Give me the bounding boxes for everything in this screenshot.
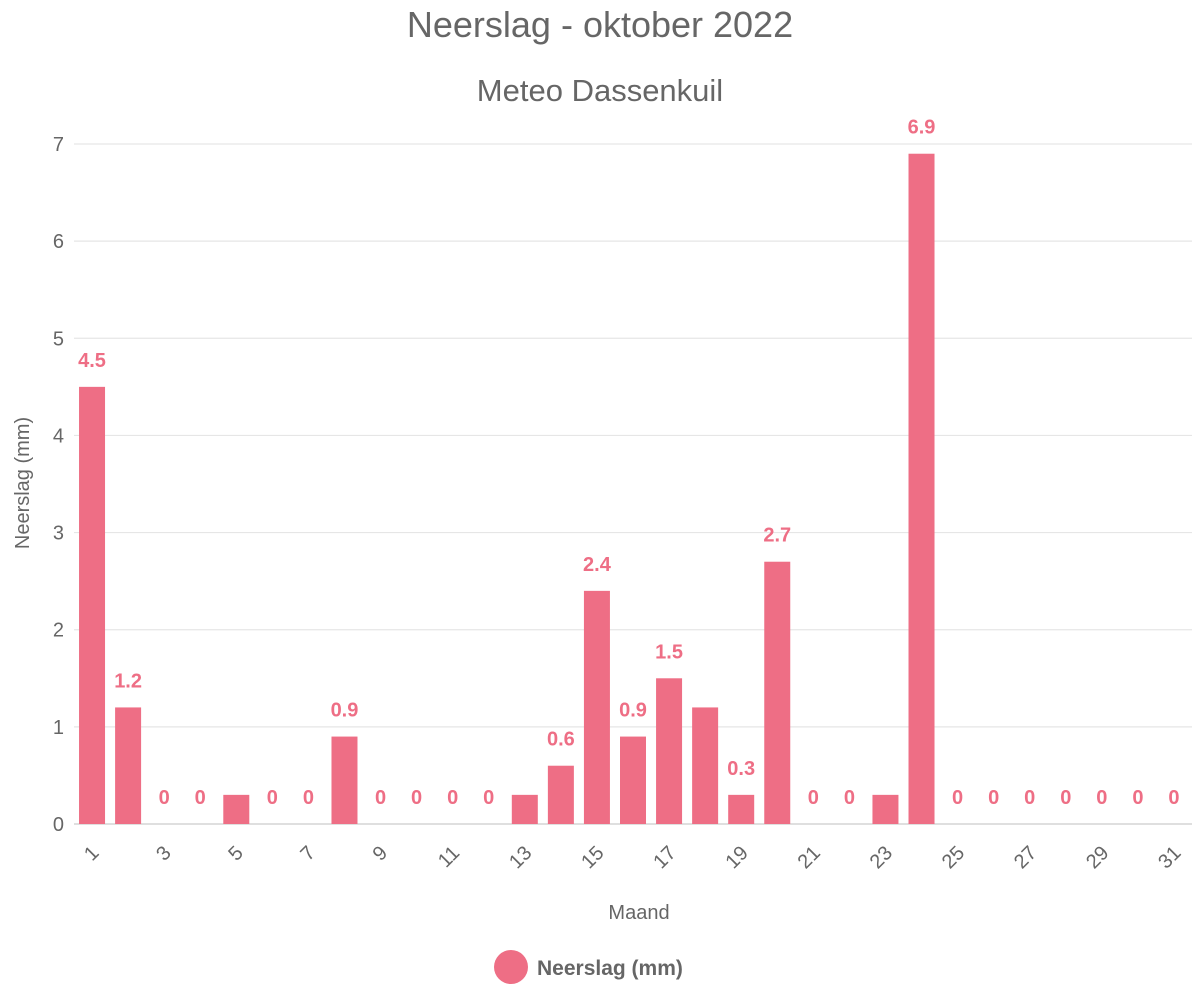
bars	[79, 153, 935, 824]
x-tick-label: 3	[152, 842, 175, 865]
data-label: 0	[1060, 787, 1071, 809]
bar[interactable]	[656, 678, 683, 824]
y-tick-label: 3	[53, 523, 64, 545]
x-tick-label: 9	[369, 842, 392, 865]
x-tick-label: 21	[794, 842, 825, 873]
x-tick-label: 5	[224, 842, 247, 865]
data-label: 0	[375, 787, 386, 809]
x-tick-label: 27	[1010, 842, 1041, 873]
bar[interactable]	[908, 153, 935, 824]
data-label: 0	[483, 787, 494, 809]
data-label: 0.3	[727, 758, 755, 780]
legend-label[interactable]: Neerslag (mm)	[537, 957, 683, 980]
bar[interactable]	[728, 794, 755, 824]
data-label: 0	[988, 787, 999, 809]
data-label: 0	[1096, 787, 1107, 809]
data-label: 0	[303, 787, 314, 809]
data-labels: 4.5 1.2 0 0 0 0 0.9 0 0 0 0 0.6 2.4 0.9 1.5 0.3 2.7 0 0 6.9…	[78, 117, 1179, 809]
data-label: 0	[267, 787, 278, 809]
data-label: 2.7	[763, 525, 791, 547]
x-tick-label: 25	[938, 842, 969, 873]
bar[interactable]	[511, 794, 538, 824]
x-tick-label: 1	[80, 842, 103, 865]
x-tick-label: 23	[866, 842, 897, 873]
x-tick-label: 11	[434, 842, 464, 872]
y-tick-label: 7	[53, 134, 64, 156]
data-label: 0.6	[547, 729, 575, 751]
y-axis: 0 1 2 3 4 5 6 7	[53, 134, 64, 836]
data-label: 0	[952, 787, 963, 809]
data-label: 1.2	[114, 670, 142, 692]
x-tick-label: 31	[1154, 842, 1185, 873]
bar[interactable]	[547, 765, 574, 824]
data-label: 0	[1168, 787, 1179, 809]
data-label: 0	[1132, 787, 1143, 809]
data-label: 0	[159, 787, 170, 809]
x-axis: 1 3 5 7 9 11 13 15 17 19 21 23 25 27 29 31	[80, 842, 1185, 873]
x-tick-label: 15	[577, 842, 608, 873]
data-label: 0	[411, 787, 422, 809]
bar[interactable]	[620, 736, 646, 824]
bar[interactable]	[79, 386, 106, 824]
x-tick-label: 17	[649, 842, 680, 873]
x-tick-label: 7	[297, 842, 320, 865]
y-tick-label: 0	[53, 814, 64, 836]
data-label: 4.5	[78, 350, 106, 372]
data-label: 1.5	[655, 641, 683, 663]
x-tick-label: 13	[505, 842, 536, 873]
bar[interactable]	[223, 794, 250, 824]
legend-marker	[494, 950, 528, 984]
x-axis-label: Maand	[608, 902, 669, 924]
bar[interactable]	[764, 561, 791, 824]
y-axis-label: Neerslag (mm)	[12, 417, 34, 549]
bar[interactable]	[872, 794, 899, 824]
bar[interactable]	[331, 736, 358, 824]
y-tick-label: 6	[53, 231, 64, 253]
bar[interactable]	[583, 590, 610, 824]
x-tick-label: 19	[721, 842, 752, 873]
y-tick-label: 2	[53, 620, 64, 642]
legend[interactable]: Neerslag (mm)	[494, 950, 683, 984]
y-tick-label: 5	[53, 328, 64, 350]
data-label: 0	[844, 787, 855, 809]
y-tick-label: 4	[53, 425, 64, 447]
bar[interactable]	[692, 707, 719, 824]
bar[interactable]	[115, 707, 142, 824]
x-tick-label: 29	[1082, 842, 1113, 873]
data-label: 0	[1024, 787, 1035, 809]
chart-title: Neerslag - oktober 2022	[407, 4, 793, 45]
chart-subtitle: Meteo Dassenkuil	[477, 73, 723, 108]
y-tick-label: 1	[53, 717, 64, 739]
data-label: 0	[447, 787, 458, 809]
grid-lines	[74, 143, 1192, 825]
data-label: 0.9	[619, 700, 647, 722]
data-label: 6.9	[908, 117, 936, 139]
data-label: 0	[195, 787, 206, 809]
data-label: 2.4	[583, 554, 612, 576]
data-label: 0.9	[331, 700, 359, 722]
data-label: 0	[808, 787, 819, 809]
